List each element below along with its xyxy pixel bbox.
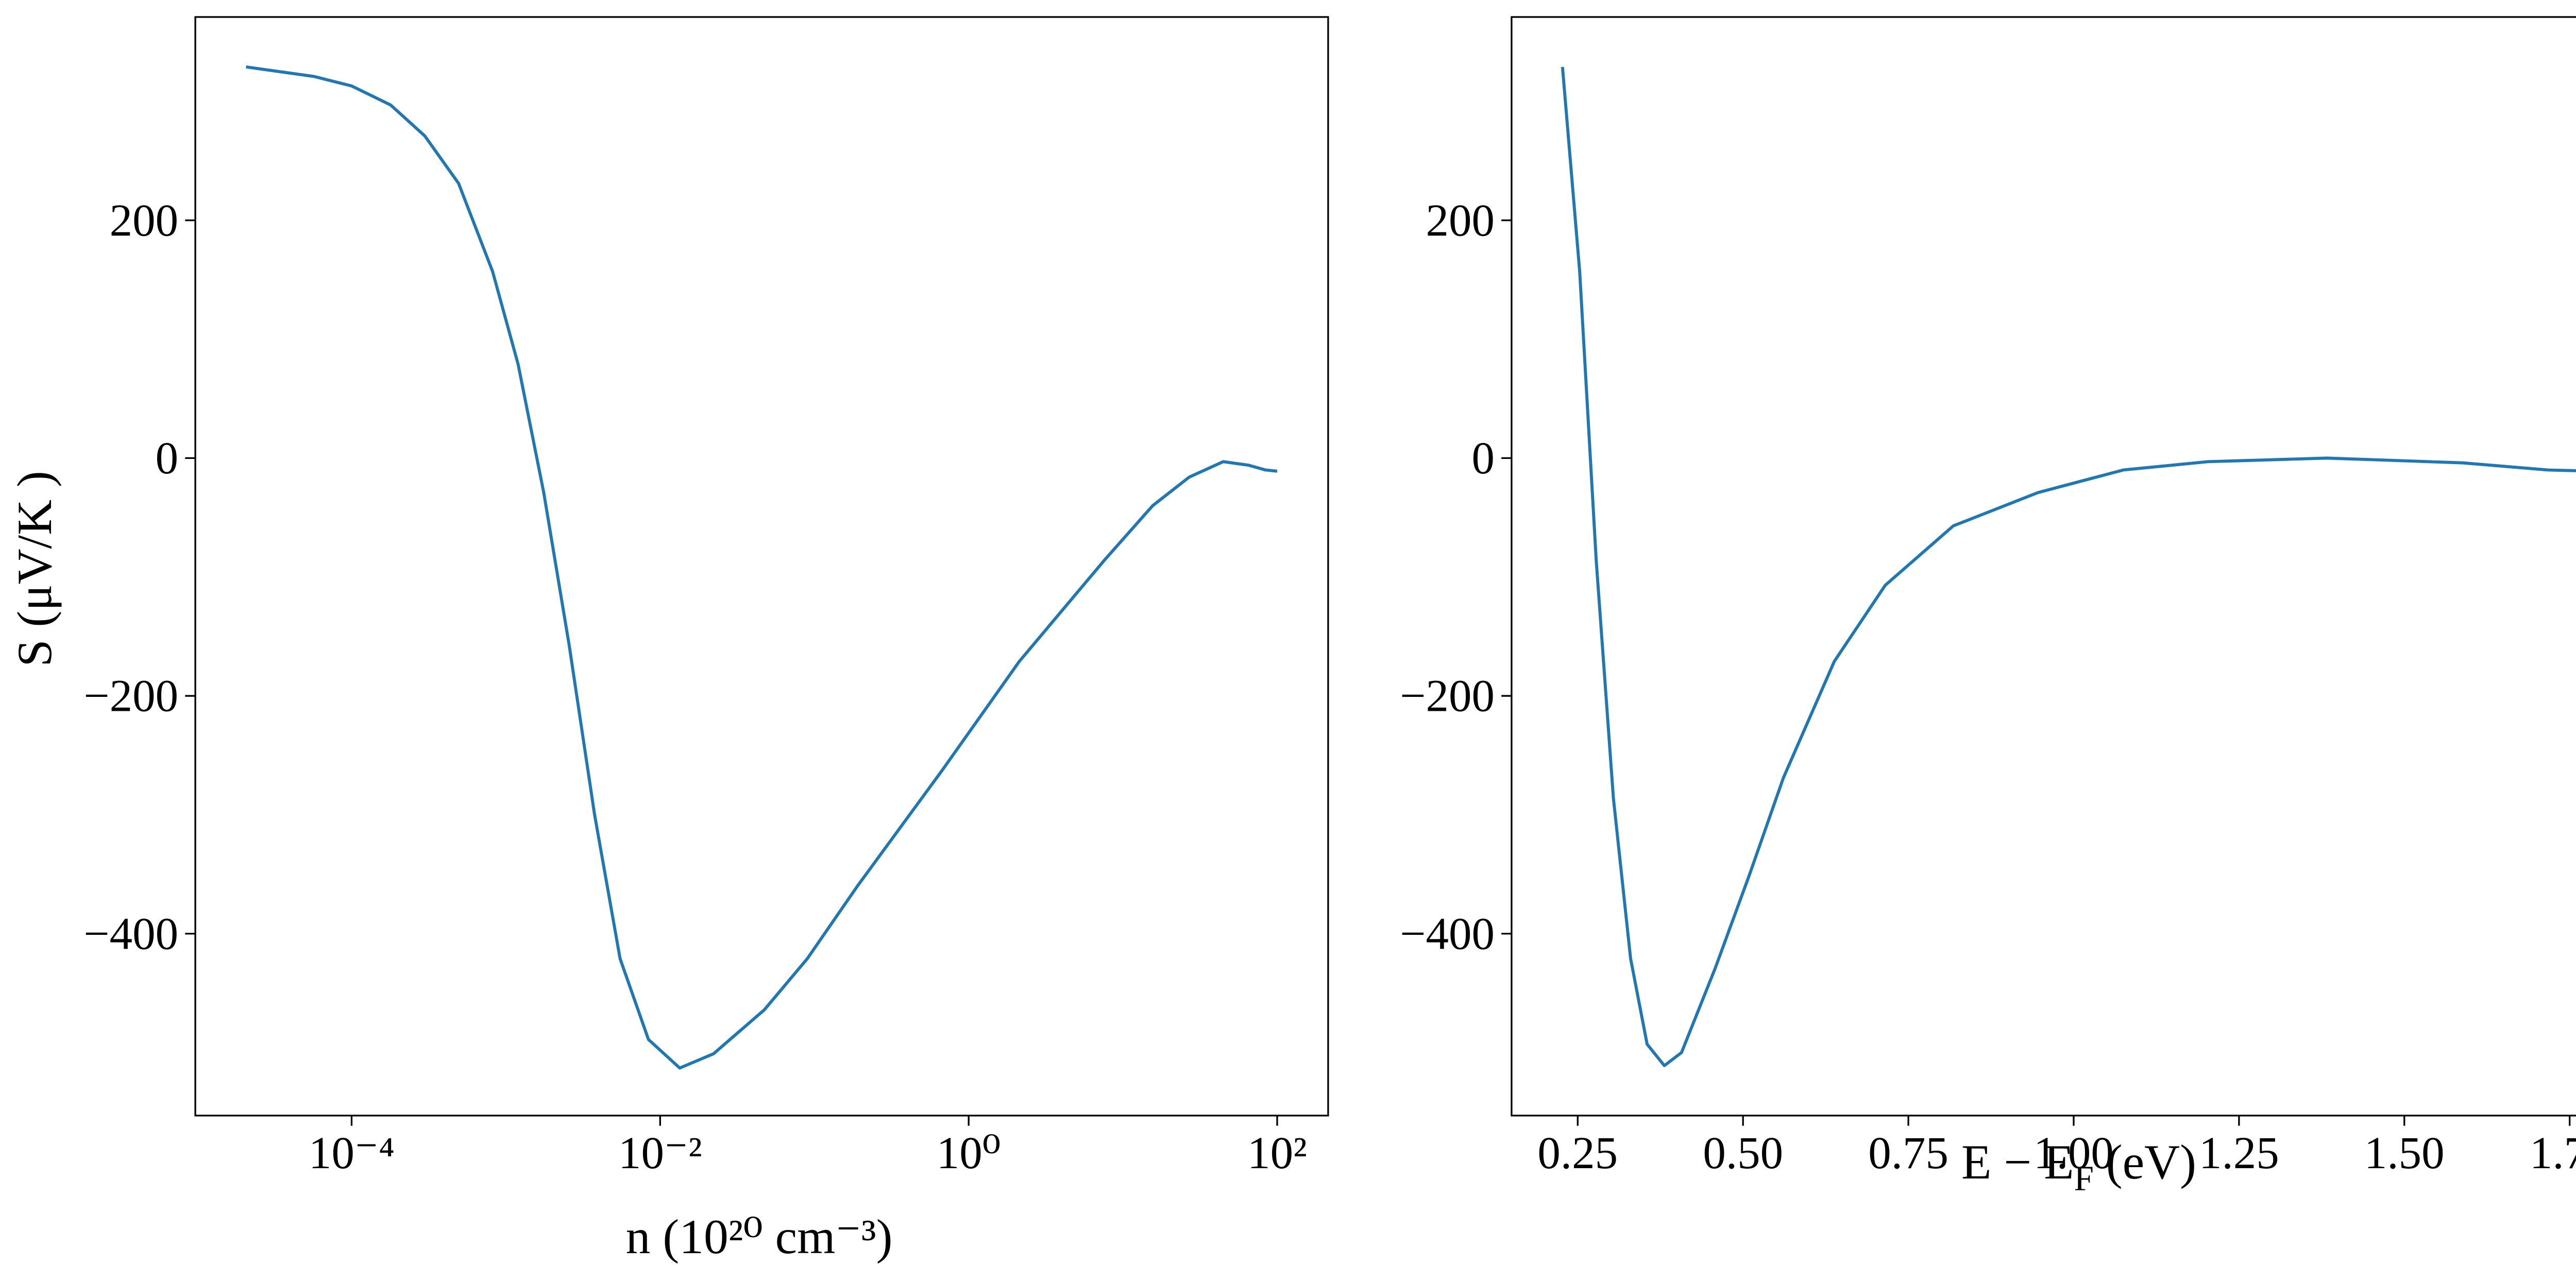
x-tick-label: 0.25: [1537, 1128, 1618, 1178]
y-tick-label: 200: [1426, 195, 1495, 246]
x-tick-label: 10⁻²: [618, 1128, 702, 1178]
y-tick-label: −400: [1400, 909, 1495, 959]
x-tick-label: 10⁰: [937, 1128, 1001, 1178]
x-label-part: E − E: [1961, 1135, 2074, 1189]
y-tick-label: −400: [83, 909, 178, 959]
x-axis-label: E − EF (eV): [1961, 1135, 2196, 1198]
x-tick-label: 1.50: [2364, 1128, 2445, 1178]
y-axis-label: S (μV/K ): [7, 471, 62, 667]
y-tick-label: −200: [1400, 671, 1495, 722]
x-axis-label: n (10²⁰ cm⁻³): [626, 1209, 893, 1264]
x-tick-label: 0.50: [1703, 1128, 1783, 1178]
x-tick-label: 1.00: [2033, 1128, 2114, 1178]
y-tick-label: 200: [110, 195, 179, 246]
x-label-subscript: F: [2074, 1158, 2094, 1198]
plot-frame: [1511, 16, 2576, 1117]
y-tick-label: 0: [1471, 433, 1495, 484]
x-tick-label: 10⁻⁴: [309, 1128, 395, 1178]
data-line: [246, 65, 1278, 1070]
y-tick-label: −200: [83, 671, 178, 722]
x-tick-label: 0.75: [1868, 1128, 1948, 1178]
x-tick-label: 1.75: [2530, 1128, 2576, 1178]
y-tick-label: 0: [156, 433, 179, 484]
x-tick-label: 10²: [1247, 1128, 1307, 1178]
plot-frame: [194, 16, 1329, 1117]
x-tick-label: 1.25: [2199, 1128, 2279, 1178]
data-line: [1561, 66, 2576, 1067]
x-label-part: (eV): [2094, 1135, 2196, 1189]
